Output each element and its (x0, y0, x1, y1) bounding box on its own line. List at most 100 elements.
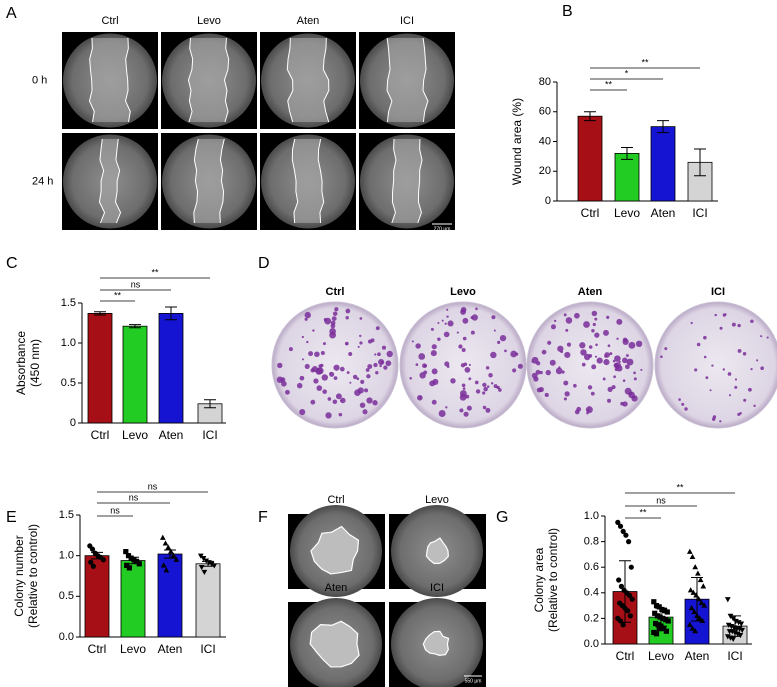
wound-edge (114, 138, 122, 224)
colony (504, 349, 507, 353)
colony (603, 329, 609, 336)
panel-label: B (562, 3, 573, 20)
colony (576, 406, 582, 412)
colony (437, 321, 440, 325)
data-point (90, 563, 96, 569)
x-tick-label: Aten (158, 642, 183, 656)
data-point (665, 618, 671, 624)
colony (565, 317, 573, 324)
data-point (687, 587, 694, 593)
colony (386, 350, 393, 358)
colony (430, 327, 434, 331)
colony (684, 407, 688, 411)
colony (547, 340, 552, 345)
data-point (100, 557, 106, 563)
error-bar (621, 146, 633, 160)
colony (587, 385, 593, 390)
colony (359, 341, 363, 345)
colony (485, 407, 491, 413)
colony (310, 368, 315, 373)
colony (485, 366, 490, 370)
data-point (623, 532, 629, 538)
colony (609, 352, 613, 356)
colony (458, 344, 463, 349)
colony (591, 364, 597, 370)
colony (622, 357, 628, 364)
colony (510, 350, 517, 358)
plate (654, 301, 777, 429)
colony (635, 340, 643, 348)
colony (456, 331, 459, 334)
colony (334, 307, 339, 312)
wound-edge (322, 37, 330, 123)
colony (461, 383, 466, 388)
significance-label: * (625, 68, 629, 78)
bar (84, 555, 110, 638)
data-point (652, 610, 658, 616)
y-tick-label: 1.5 (59, 509, 74, 521)
colony (365, 368, 370, 372)
colony (463, 411, 469, 417)
bar (650, 126, 676, 202)
colony (588, 345, 593, 349)
colony (313, 378, 319, 384)
colony (490, 351, 497, 359)
column-title: Ctrl (101, 15, 118, 27)
data-point (661, 626, 667, 632)
colony (564, 391, 570, 397)
colony (437, 337, 441, 341)
colony (463, 362, 468, 367)
wound-edge (391, 138, 397, 224)
error-bar (584, 111, 596, 122)
row-label: 24 h (32, 175, 53, 187)
panel-label: C (6, 255, 18, 272)
colony (490, 382, 494, 385)
x-tick-label: Aten (685, 649, 710, 663)
y-tick-label: 0.0 (584, 638, 599, 650)
data-point (159, 534, 166, 540)
row-label: 0 h (32, 74, 47, 86)
colony (329, 328, 336, 335)
data-point (620, 528, 626, 534)
colony (482, 382, 487, 388)
colony (737, 348, 742, 353)
significance-label: ns (110, 505, 120, 515)
colony (703, 335, 707, 340)
colony (581, 362, 586, 367)
colony (681, 402, 685, 406)
y-axis-label: (450 nm) (28, 339, 42, 387)
colony (345, 308, 351, 314)
colony (607, 398, 612, 403)
x-tick-label: ICI (202, 428, 217, 442)
colony (607, 386, 613, 392)
colony (475, 307, 478, 311)
colony (737, 323, 741, 328)
panel-label: D (258, 255, 270, 272)
colony (557, 345, 564, 352)
data-point (689, 625, 696, 631)
image-title: Levo (425, 494, 449, 506)
wound-edge (88, 37, 95, 123)
data-point (693, 592, 699, 598)
colony (357, 345, 360, 348)
colony (579, 342, 586, 349)
colony (549, 359, 556, 366)
x-tick-label: Levo (122, 428, 148, 442)
colony (533, 376, 539, 382)
colony (563, 313, 567, 317)
colony (364, 388, 369, 393)
colony (602, 377, 606, 381)
colony (694, 368, 698, 372)
colony (312, 329, 315, 332)
colony (640, 368, 643, 371)
colony (277, 362, 283, 369)
data-point (739, 627, 746, 634)
data-point (617, 618, 624, 624)
colony (604, 352, 610, 358)
y-tick-label: 1.5 (61, 297, 76, 309)
colony (563, 380, 569, 386)
x-tick-label: Ctrl (616, 649, 635, 663)
data-point (88, 559, 94, 565)
y-tick-label: 0 (70, 417, 76, 429)
y-axis-label: Colony number (12, 535, 26, 616)
